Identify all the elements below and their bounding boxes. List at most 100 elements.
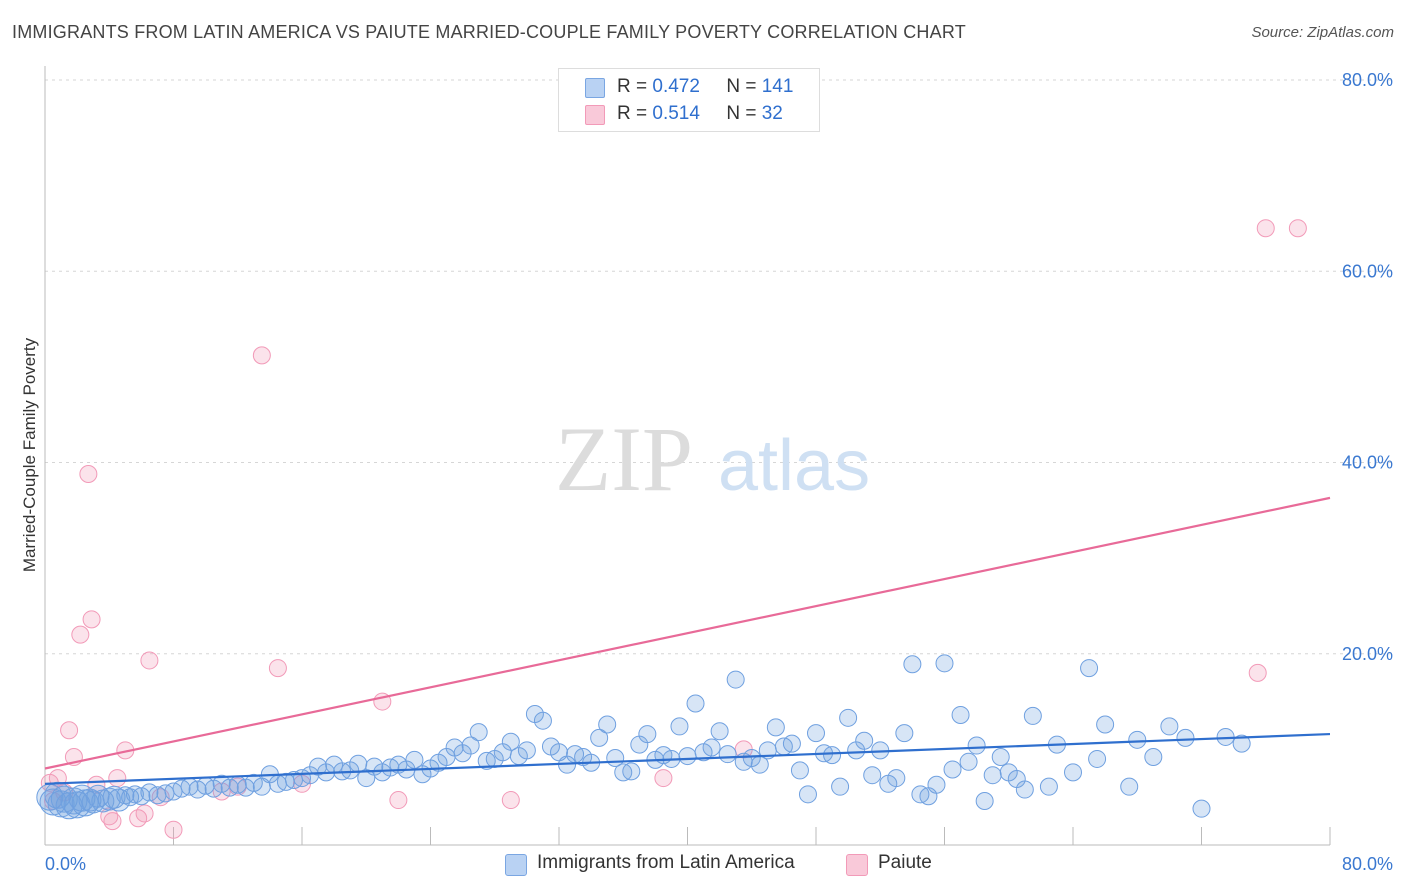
latin-america-point <box>1039 777 1058 796</box>
latin-america-point <box>405 750 424 769</box>
latin-america-point <box>935 654 954 673</box>
paiute-point <box>71 625 90 644</box>
legend-n-value: 32 <box>761 103 783 124</box>
legend-swatch-blue <box>585 78 605 98</box>
series-legend-label: Immigrants from Latin America <box>537 852 795 873</box>
paiute-point <box>1288 219 1307 238</box>
axes <box>44 66 1331 846</box>
correlation-legend: R = 0.472 N = 141 R = 0.514 N = 32 <box>558 68 820 132</box>
latin-america-point <box>798 785 817 804</box>
latin-america-point <box>766 718 785 737</box>
latin-america-point <box>622 762 641 781</box>
legend-r-value: 0.514 <box>652 103 700 124</box>
x-tick-label: 0.0% <box>45 854 86 874</box>
legend-swatch-pink <box>585 105 605 125</box>
series-swatch-pink <box>846 854 868 876</box>
series-legend: Immigrants from Latin America Paiute <box>0 852 1406 878</box>
latin-america-point <box>533 711 552 730</box>
latin-america-point <box>718 745 737 764</box>
latin-america-point <box>782 734 801 753</box>
watermark: ZIP atlas <box>555 408 870 510</box>
latin-america-point <box>598 715 617 734</box>
paiute-point <box>135 804 154 823</box>
latin-america-point <box>983 766 1002 785</box>
latin-america-point <box>839 708 858 727</box>
latin-america-point <box>807 724 825 743</box>
trend-lines <box>44 496 1331 785</box>
paiute-point <box>1248 663 1267 682</box>
paiute-point <box>501 791 520 810</box>
y-tick-label: 60.0% <box>1342 261 1393 281</box>
paiute-point <box>654 769 673 788</box>
latin-america-point <box>887 769 906 788</box>
latin-america-point <box>686 694 705 713</box>
latin-america-point <box>702 738 721 757</box>
legend-n-label: N = <box>726 76 757 97</box>
latin-america-point <box>927 775 946 794</box>
watermark-atlas: atlas <box>718 426 870 506</box>
latin-america-points <box>36 654 1251 820</box>
latin-america-point <box>501 732 520 751</box>
y-tick-label: 40.0% <box>1342 453 1393 473</box>
latin-america-point <box>517 741 536 760</box>
paiute-trend-line <box>44 496 1331 770</box>
paiute-point <box>164 820 183 839</box>
paiute-point <box>268 659 287 678</box>
paiute-points <box>40 219 1307 839</box>
source-label: Source: ZipAtlas.com <box>1251 24 1394 41</box>
paiute-point <box>389 791 408 810</box>
latin-america-point <box>790 761 809 780</box>
legend-r-value: 0.472 <box>652 76 700 97</box>
paiute-point <box>103 812 122 831</box>
paiute-point <box>252 346 271 365</box>
latin-america-point <box>823 746 842 765</box>
legend-n-label: N = <box>726 103 757 124</box>
paiute-point <box>79 464 98 483</box>
latin-america-point <box>1096 715 1115 734</box>
series-legend-label: Paiute <box>878 852 932 873</box>
legend-n-value: 141 <box>761 76 794 97</box>
latin-america-point <box>461 736 480 755</box>
latin-america-point <box>895 724 914 743</box>
latin-america-trend-line <box>44 732 1331 785</box>
latin-america-point <box>831 777 850 796</box>
latin-america-point <box>943 760 962 779</box>
paiute-point <box>1256 219 1275 238</box>
latin-america-point <box>1232 734 1251 753</box>
latin-america-point <box>1120 777 1139 796</box>
latin-america-point <box>469 723 488 742</box>
latin-america-point <box>1128 730 1147 749</box>
y-tick-label: 20.0% <box>1342 644 1393 664</box>
latin-america-point <box>1192 799 1211 818</box>
paiute-point <box>82 610 101 629</box>
latin-america-point <box>678 747 697 766</box>
latin-america-point <box>1015 780 1034 799</box>
latin-america-point <box>1064 763 1082 782</box>
latin-america-point <box>670 717 689 736</box>
latin-america-point <box>726 670 745 689</box>
latin-america-point <box>1088 749 1107 768</box>
y-tick-label: 80.0% <box>1342 70 1393 90</box>
latin-america-point <box>863 766 882 785</box>
legend-r-label: R = <box>617 103 648 124</box>
latin-america-point <box>959 752 978 771</box>
paiute-point <box>60 721 79 740</box>
paiute-point <box>140 651 159 670</box>
legend-r-label: R = <box>617 76 648 97</box>
latin-america-point <box>855 731 874 750</box>
tick-labels: 20.0% 40.0% 60.0% 80.0% 0.0% 80.0% <box>45 70 1393 874</box>
latin-america-point <box>590 728 609 747</box>
chart-title: IMMIGRANTS FROM LATIN AMERICA VS PAIUTE … <box>12 22 966 42</box>
latin-america-point <box>710 722 729 741</box>
latin-america-point <box>1144 748 1163 767</box>
latin-america-point <box>1023 706 1042 725</box>
latin-america-point <box>951 705 970 724</box>
grid-lines <box>45 79 1392 655</box>
x-tick-label: 80.0% <box>1342 854 1393 874</box>
watermark-zip: ZIP <box>555 408 693 510</box>
paiute-point <box>108 769 127 788</box>
latin-america-point <box>975 792 994 811</box>
latin-america-point <box>1080 659 1099 678</box>
latin-america-point <box>967 736 986 755</box>
